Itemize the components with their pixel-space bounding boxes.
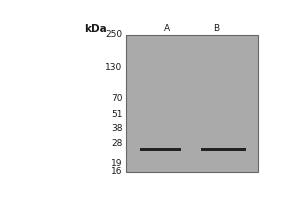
Bar: [126, 35, 258, 172]
Text: 70: 70: [111, 94, 122, 103]
Bar: [140, 148, 181, 151]
Text: B: B: [214, 24, 220, 33]
Text: 19: 19: [111, 159, 122, 168]
Text: 28: 28: [111, 139, 122, 148]
Bar: [200, 148, 247, 151]
Text: 130: 130: [105, 63, 122, 72]
Text: 51: 51: [111, 110, 122, 119]
Text: A: A: [164, 24, 169, 33]
Text: 38: 38: [111, 124, 122, 133]
Text: 250: 250: [105, 30, 122, 39]
Text: kDa: kDa: [85, 24, 107, 34]
Text: 16: 16: [111, 167, 122, 176]
